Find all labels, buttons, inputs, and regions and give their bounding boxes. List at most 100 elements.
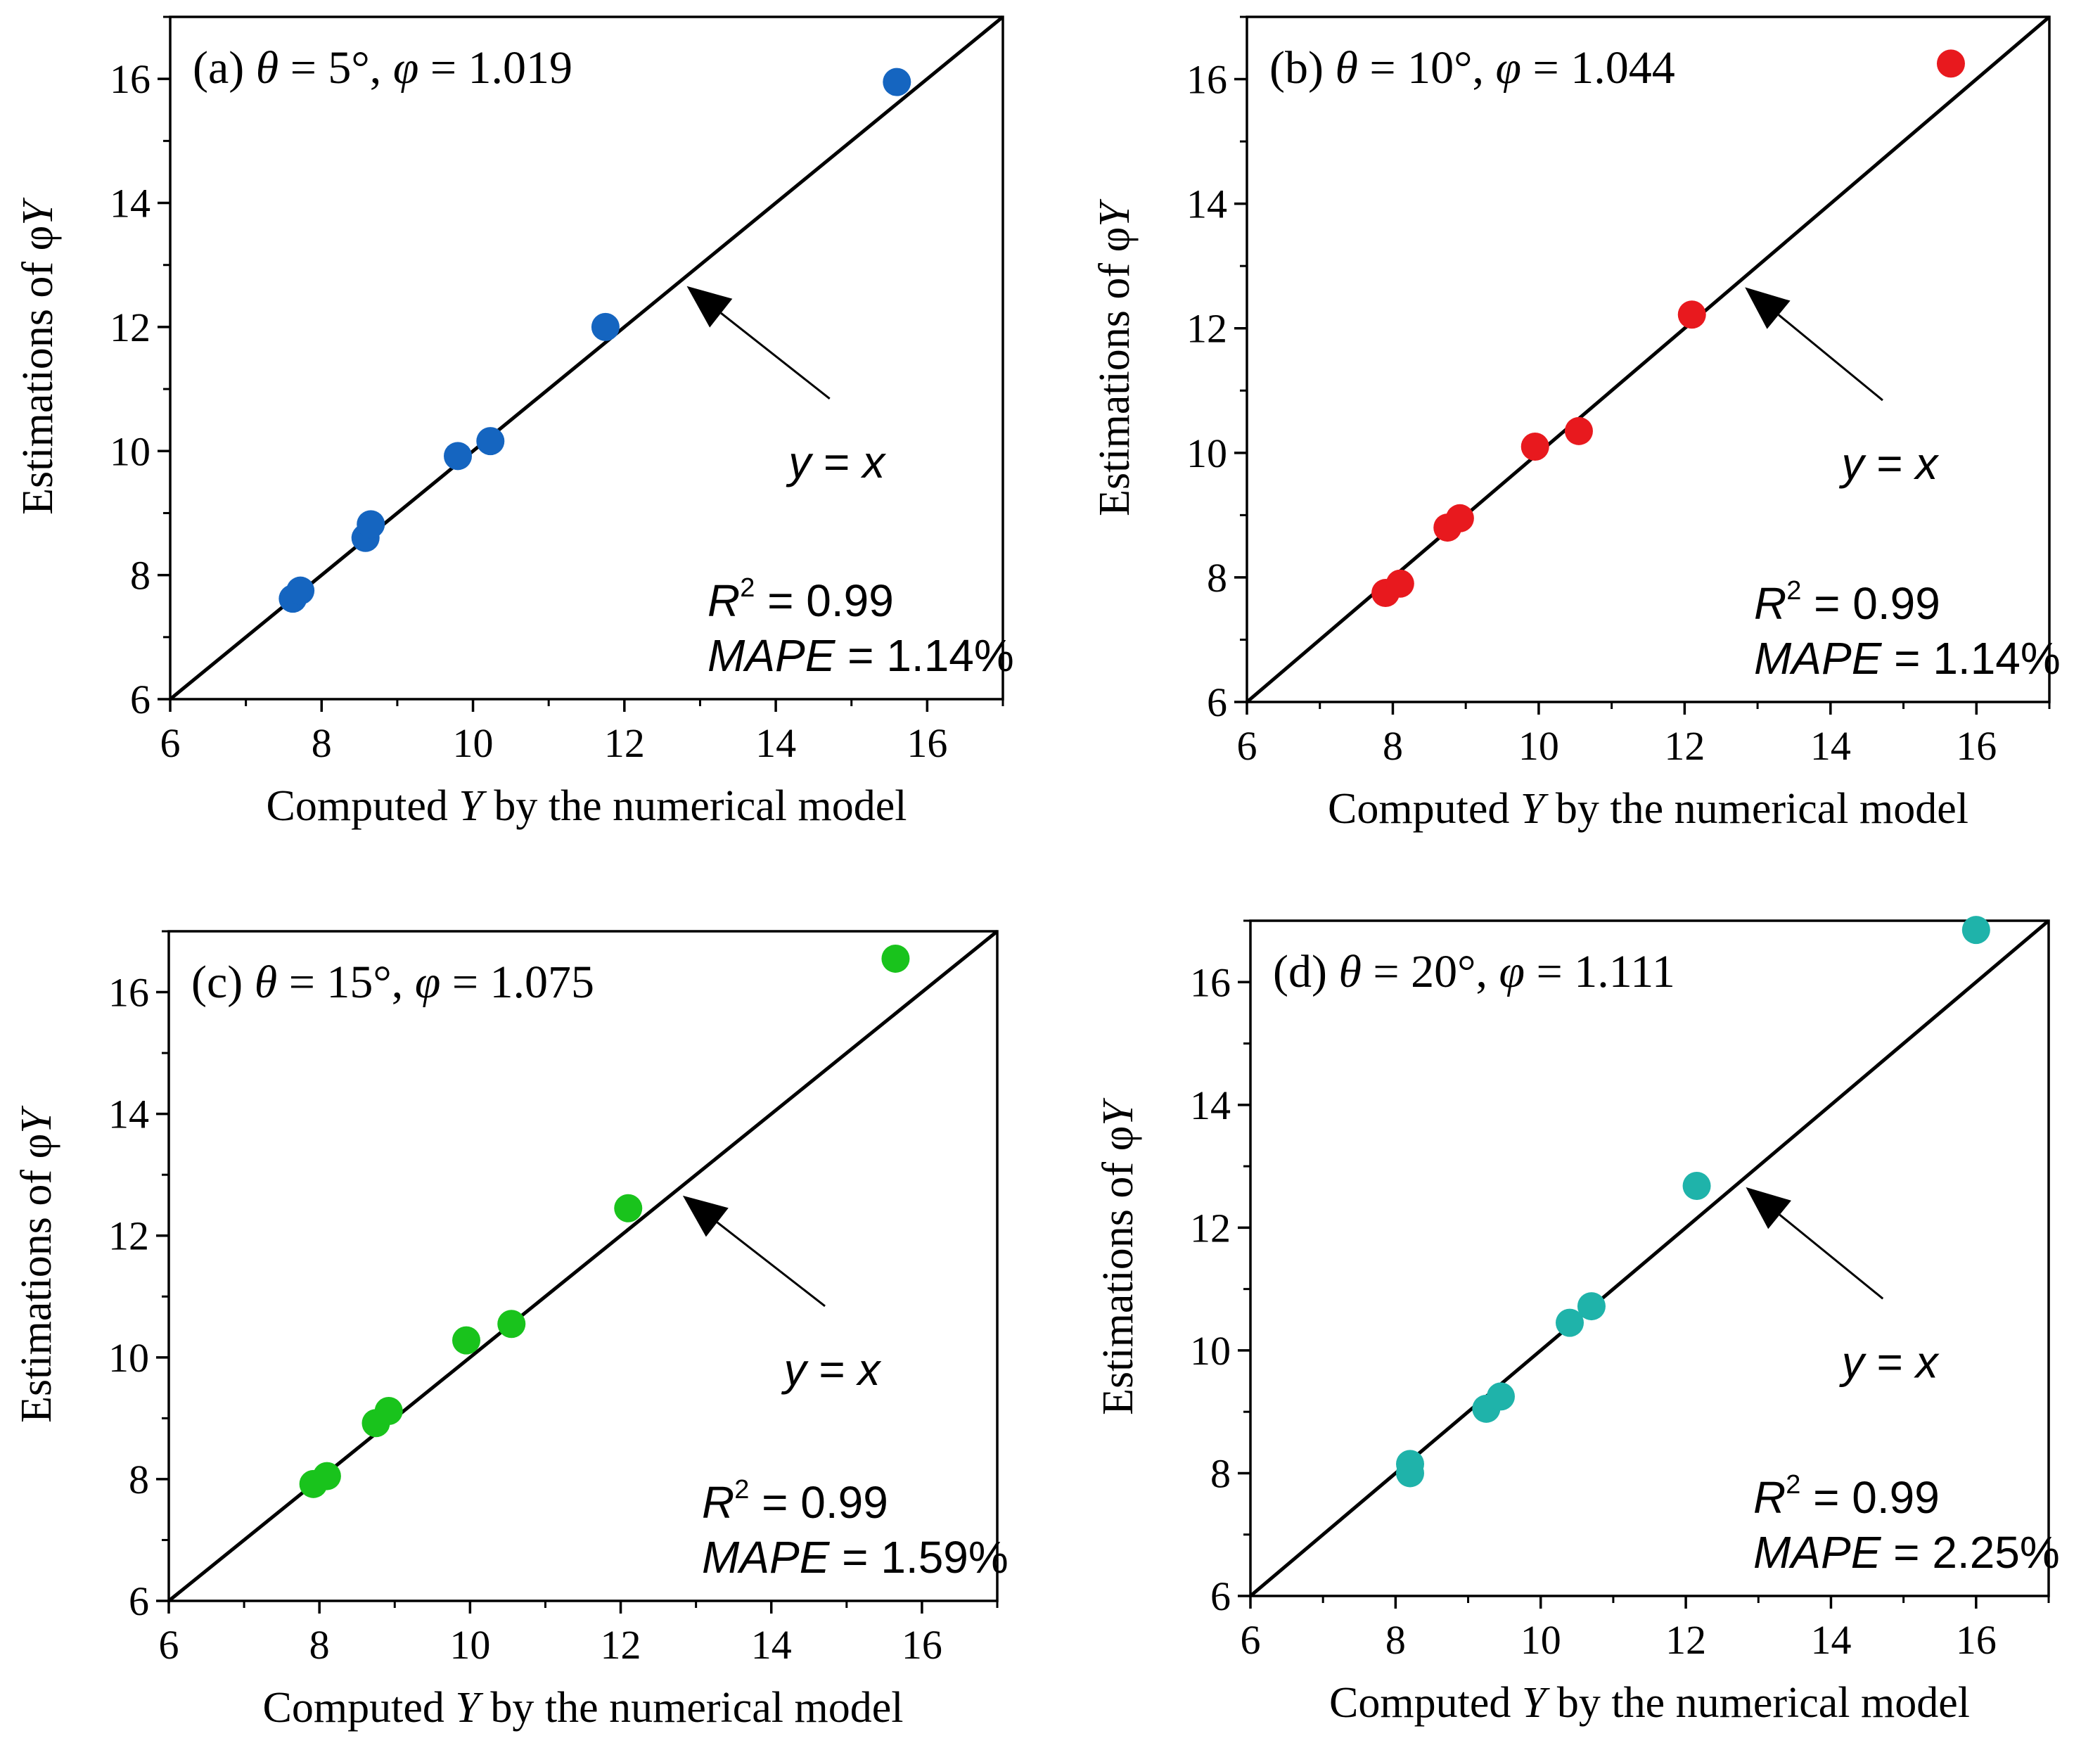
y-tick-label: 16 <box>1186 57 1227 103</box>
chart-panel: 6 8 10 12 14 16 6 8 10 12 14 16 Computed Y by the nu… <box>1050 875 2100 1750</box>
y-axis-label: Estimations of φY <box>1091 199 1139 516</box>
x-axis-label: Computed Y by the numerical model <box>267 782 907 830</box>
data-point <box>1936 49 1965 78</box>
y-tick-label: 12 <box>1186 306 1227 352</box>
chart-panel: 6 8 10 12 14 16 6 8 10 12 14 16 Computed Y by the nu… <box>0 0 1050 875</box>
x-tick-label: 12 <box>604 720 645 766</box>
y-tick-label: 6 <box>130 677 151 722</box>
y-tick-label: 16 <box>110 56 151 102</box>
x-tick-label: 12 <box>1664 723 1705 769</box>
x-tick-label: 16 <box>1956 1617 1997 1663</box>
data-point <box>1677 300 1706 329</box>
y-tick-label: 14 <box>108 1092 149 1137</box>
data-point <box>1564 416 1593 445</box>
mape-stat: MAPE = 1.59% <box>702 1532 1009 1583</box>
x-axis-label: Computed Y by the numerical model <box>263 1684 904 1732</box>
y-tick-label: 6 <box>1210 1573 1231 1619</box>
y-tick-label: 6 <box>129 1578 149 1624</box>
y-axis-label: Estimations of φY <box>13 1106 60 1423</box>
panel-title: (b) θ = 10°, φ = 1.044 <box>1269 42 1675 94</box>
data-point <box>1577 1292 1606 1321</box>
data-point <box>312 1462 341 1490</box>
x-tick-label: 16 <box>907 720 947 766</box>
y-tick-label: 10 <box>1186 430 1227 476</box>
annotation-arrow-line <box>720 312 831 400</box>
r-squared-stat: R2 = 0.99 <box>702 1475 888 1528</box>
data-point <box>1682 1172 1711 1201</box>
annotation-arrow-head <box>1746 1187 1791 1230</box>
data-point <box>374 1396 403 1425</box>
y-tick-label: 16 <box>1190 959 1231 1005</box>
panel-title: (c) θ = 15°, φ = 1.075 <box>191 957 594 1008</box>
mape-stat: MAPE = 1.14% <box>708 630 1014 681</box>
plot-frame <box>1249 919 2050 1597</box>
data-point <box>1961 916 1990 945</box>
x-tick-label: 16 <box>902 1622 942 1668</box>
x-axis-label: Computed Y by the numerical model <box>1329 1679 1970 1727</box>
r-squared-stat: R2 = 0.99 <box>1754 576 1940 629</box>
plot-frame <box>167 930 999 1602</box>
y-tick-label: 8 <box>1207 555 1227 601</box>
r-squared-stat: R2 = 0.99 <box>708 573 894 626</box>
data-point <box>1445 504 1474 532</box>
plot-frame <box>169 15 1004 701</box>
annotation-arrow-head <box>682 1195 729 1237</box>
data-point <box>1556 1308 1584 1337</box>
mape-stat: MAPE = 1.14% <box>1754 633 2061 684</box>
x-tick-label: 10 <box>1518 723 1559 769</box>
data-point <box>614 1194 643 1222</box>
x-tick-label: 8 <box>309 1622 330 1668</box>
y-axis-label: Estimations of φY <box>14 198 62 515</box>
reference-line <box>1249 919 2050 1597</box>
data-point <box>591 312 620 341</box>
data-point <box>286 576 315 605</box>
y-tick-label: 14 <box>1186 181 1227 227</box>
data-point <box>357 510 385 539</box>
y-tick-label: 8 <box>129 1457 149 1502</box>
annotation-arrow-line <box>716 1221 826 1308</box>
y-tick-label: 10 <box>108 1335 149 1381</box>
x-tick-label: 6 <box>1237 723 1257 769</box>
y-tick-label: 12 <box>110 305 151 350</box>
y-tick-label: 12 <box>108 1213 149 1259</box>
plot-frame <box>1246 15 2051 703</box>
x-tick-label: 14 <box>751 1622 792 1668</box>
reference-line-label: y = x <box>781 1344 882 1395</box>
x-tick-label: 6 <box>160 720 181 766</box>
x-tick-label: 12 <box>601 1622 641 1668</box>
r-squared-stat: R2 = 0.99 <box>1753 1470 1940 1523</box>
x-tick-label: 6 <box>159 1622 179 1668</box>
data-point <box>881 944 910 973</box>
y-tick-label: 12 <box>1190 1205 1231 1251</box>
reference-line-label: y = x <box>1838 438 1939 489</box>
data-point <box>452 1326 481 1355</box>
reference-line-label: y = x <box>1839 1336 1940 1387</box>
mape-stat: MAPE = 2.25% <box>1753 1527 2060 1578</box>
chart-panel: 6 8 10 12 14 16 6 8 10 12 14 16 Computed Y by the nu… <box>0 875 1050 1750</box>
x-axis-label: Computed Y by the numerical model <box>1328 785 1968 833</box>
data-point <box>883 68 911 96</box>
x-tick-label: 8 <box>312 720 332 766</box>
data-point <box>1385 569 1414 598</box>
panel-title: (d) θ = 20°, φ = 1.111 <box>1273 946 1675 997</box>
y-tick-label: 14 <box>110 181 151 226</box>
y-tick-label: 6 <box>1207 679 1227 725</box>
x-tick-label: 16 <box>1956 723 1997 769</box>
data-point <box>1396 1459 1424 1488</box>
x-tick-label: 10 <box>1520 1617 1561 1663</box>
y-tick-label: 14 <box>1190 1082 1231 1128</box>
scatter-plot: 6 8 10 12 14 16 6 8 10 12 14 16 Computed Y by the nu… <box>1094 916 2060 1727</box>
scatter-plot: 6 8 10 12 14 16 6 8 10 12 14 16 Computed Y by the nu… <box>1091 15 2061 833</box>
data-point <box>497 1310 526 1339</box>
data-point <box>476 427 505 456</box>
x-tick-label: 6 <box>1241 1617 1261 1663</box>
scatter-plot: 6 8 10 12 14 16 6 8 10 12 14 16 Computed Y by the nu… <box>13 930 1009 1732</box>
data-point <box>1520 432 1549 461</box>
panel-title: (a) θ = 5°, φ = 1.019 <box>193 42 572 94</box>
x-tick-label: 14 <box>1810 1617 1851 1663</box>
x-tick-label: 8 <box>1385 1617 1406 1663</box>
y-axis-label: Estimations of φY <box>1094 1098 1142 1415</box>
x-tick-label: 8 <box>1383 723 1403 769</box>
x-tick-label: 10 <box>453 720 494 766</box>
